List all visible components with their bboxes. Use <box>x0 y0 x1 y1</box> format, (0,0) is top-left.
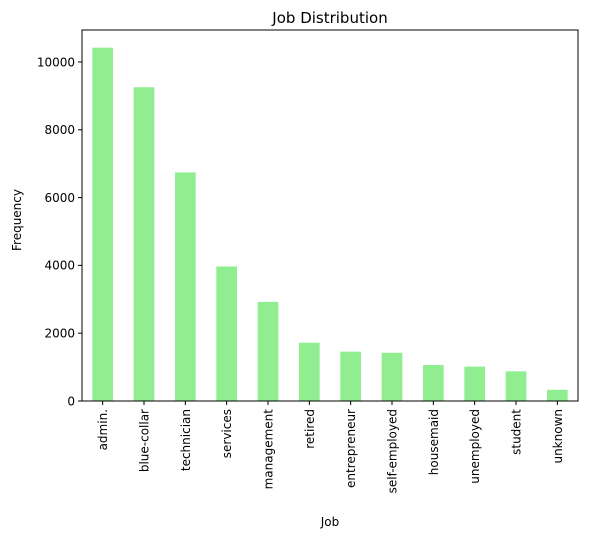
x-tick-label: management <box>262 409 276 490</box>
bar-entrepreneur <box>340 351 361 401</box>
bar-retired <box>299 342 320 401</box>
y-tick-label: 6000 <box>44 191 75 205</box>
y-axis-label: Frequency <box>10 189 24 251</box>
bar-housemaid <box>423 365 444 401</box>
bar-admin <box>92 47 113 401</box>
x-tick-label: self-employed <box>386 409 400 493</box>
x-axis-label: Job <box>320 515 340 529</box>
chart-title: Job Distribution <box>271 9 387 27</box>
y-tick-label: 10000 <box>37 55 75 69</box>
bar-student <box>505 371 527 401</box>
x-tick-label: technician <box>179 409 193 471</box>
plot-frame <box>81 29 579 402</box>
bar-blue-collar <box>133 87 155 401</box>
x-tick-label: unemployed <box>468 409 482 484</box>
x-tick-label: housemaid <box>427 409 441 475</box>
x-tick-label: retired <box>303 409 317 449</box>
bar-services <box>216 266 237 401</box>
y-tick-label: 0 <box>67 394 75 408</box>
x-tick-label: unknown <box>551 409 565 464</box>
y-tick-label: 8000 <box>44 123 75 137</box>
bar-unemployed <box>464 366 485 401</box>
bar-unknown <box>547 389 568 401</box>
x-tick-label: entrepreneur <box>344 409 358 488</box>
y-tick-label: 4000 <box>44 259 75 273</box>
x-tick-label: admin. <box>96 409 110 450</box>
bar-self-employed <box>381 352 403 401</box>
x-tick-label: services <box>220 409 234 458</box>
bar-technician <box>175 172 196 401</box>
bar-management <box>257 301 279 401</box>
y-axis-ticks: 0 2000 4000 6000 8000 10000 <box>37 55 82 408</box>
y-tick-label: 2000 <box>44 326 75 340</box>
x-tick-label: student <box>510 409 524 455</box>
x-axis-ticks: admin. blue-collar technician services manag… <box>96 401 565 493</box>
x-tick-label: blue-collar <box>138 409 152 472</box>
bars-group <box>92 47 568 401</box>
